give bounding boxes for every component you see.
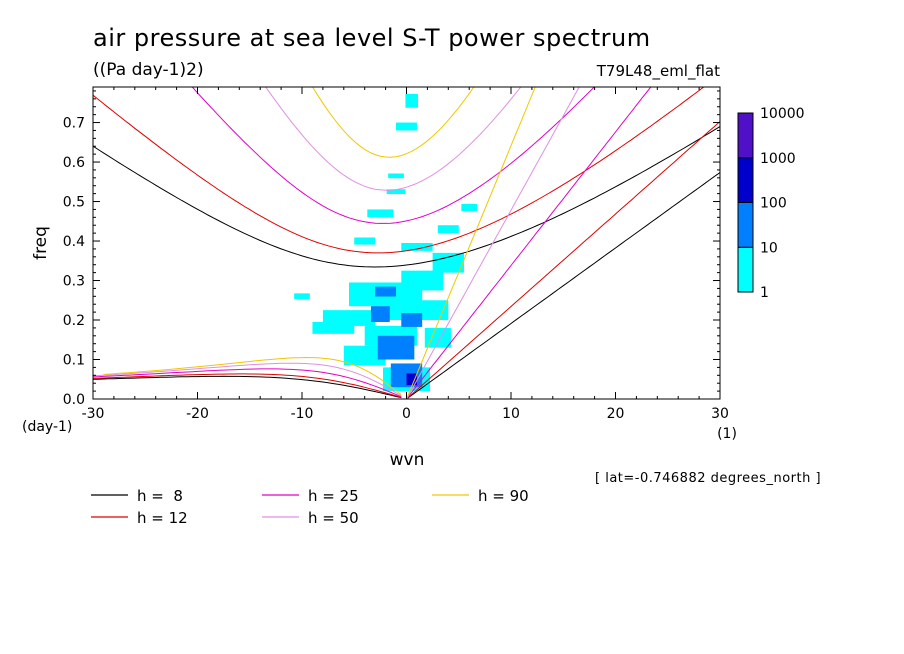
spectrum-cell: [367, 209, 394, 218]
x-tick-label: 20: [607, 406, 625, 422]
spectrum-contours: [294, 93, 478, 392]
spectrum-cell: [406, 373, 417, 386]
y-tick-label: 0.2: [63, 313, 85, 329]
y-axis-label: freq: [31, 226, 51, 260]
spectrum-cell: [377, 335, 415, 360]
spectrum-cell: [388, 173, 404, 179]
spectrum-cell: [386, 189, 406, 195]
spectrum-cell: [343, 345, 386, 366]
x-tick-label: -20: [186, 406, 209, 422]
gravity-wave-curve: [93, 126, 720, 268]
colorbar: 1 10 100 1000 10000: [737, 106, 805, 301]
kelvin-wave-curve: [406, 121, 720, 399]
y-unit-label: (day-1): [22, 419, 72, 435]
x-tick-label: 30: [711, 406, 729, 422]
colorbar-label: 1000: [760, 151, 796, 167]
spectrum-cell: [405, 93, 418, 108]
colorbar-label: 10: [760, 240, 778, 256]
spectrum-cell: [294, 293, 310, 300]
x-tick-label: 10: [502, 406, 520, 422]
colorbar-label: 100: [760, 196, 787, 212]
spectrum-cell: [401, 313, 423, 327]
y-tick-label: 0.0: [63, 392, 85, 408]
legend-label: h = 90: [478, 487, 529, 505]
legend-label: h = 25: [308, 487, 359, 505]
curve-legend: h = 8 h = 12 h = 25 h = 50 h = 90: [91, 487, 529, 527]
x-tick-label: -30: [82, 406, 105, 422]
spectrum-cell: [424, 327, 451, 348]
rossby-wave-curve: [103, 356, 402, 396]
gravity-wave-curve: [311, 87, 475, 158]
spectrum-cell: [401, 243, 433, 251]
spectrum-cell: [396, 122, 417, 131]
spectrum-cell: [461, 203, 478, 212]
legend-label: h = 12: [137, 509, 188, 527]
rossby-wave-curve: [93, 373, 402, 398]
colorbar-swatch: [737, 202, 754, 248]
gravity-wave-curve: [93, 87, 705, 254]
y-tick-label: 0.6: [63, 155, 85, 171]
spectrum-cell: [370, 306, 390, 322]
kelvin-wave-curve: [406, 172, 720, 399]
kelvin-wave-curve: [406, 87, 652, 399]
y-tick-label: 0.5: [63, 195, 85, 211]
kelvin-wave-curve: [406, 87, 580, 399]
experiment-label: T79L48_eml_flat: [596, 62, 720, 81]
colorbar-swatch: [737, 112, 754, 159]
latitude-info: [ lat=-0.746882 degrees_north ]: [595, 471, 821, 486]
spectrum-cell: [437, 225, 459, 234]
colorbar-label: 10000: [760, 106, 805, 122]
y-tick-label: 0.4: [63, 234, 85, 250]
rossby-wave-curve: [93, 362, 402, 397]
colorbar-label: 1: [760, 285, 769, 301]
spectrum-cell: [432, 252, 464, 273]
x-tick-label: 0: [402, 406, 411, 422]
y-tick-label: 0.7: [63, 116, 85, 132]
rossby-wave-curve: [93, 368, 402, 398]
legend-label: h = 8: [137, 487, 183, 505]
rossby-wave-curve: [93, 375, 402, 399]
chart-subtitle: ((Pa day-1)2): [93, 60, 204, 80]
colorbar-swatch: [737, 157, 754, 203]
spectrum-cell: [375, 286, 397, 297]
chart-title: air pressure at sea level S-T power spec…: [93, 24, 651, 52]
x-unit-label: (1): [717, 426, 737, 442]
colorbar-swatch: [737, 246, 754, 293]
spectrum-cell: [354, 237, 376, 245]
kelvin-wave-curve: [406, 87, 536, 399]
x-axis-ticks: -30 -20 -10 0 10 20 30: [82, 87, 729, 422]
y-tick-label: 0.3: [63, 274, 85, 290]
y-axis-ticks: 0.0 0.1 0.2 0.3 0.4 0.5 0.6 0.7: [63, 90, 720, 408]
spectrum-cell: [312, 321, 355, 334]
x-axis-label: wvn: [390, 450, 425, 470]
legend-label: h = 50: [308, 509, 359, 527]
y-tick-label: 0.1: [63, 353, 85, 369]
gravity-wave-curve: [265, 87, 522, 191]
x-tick-label: -10: [291, 406, 314, 422]
